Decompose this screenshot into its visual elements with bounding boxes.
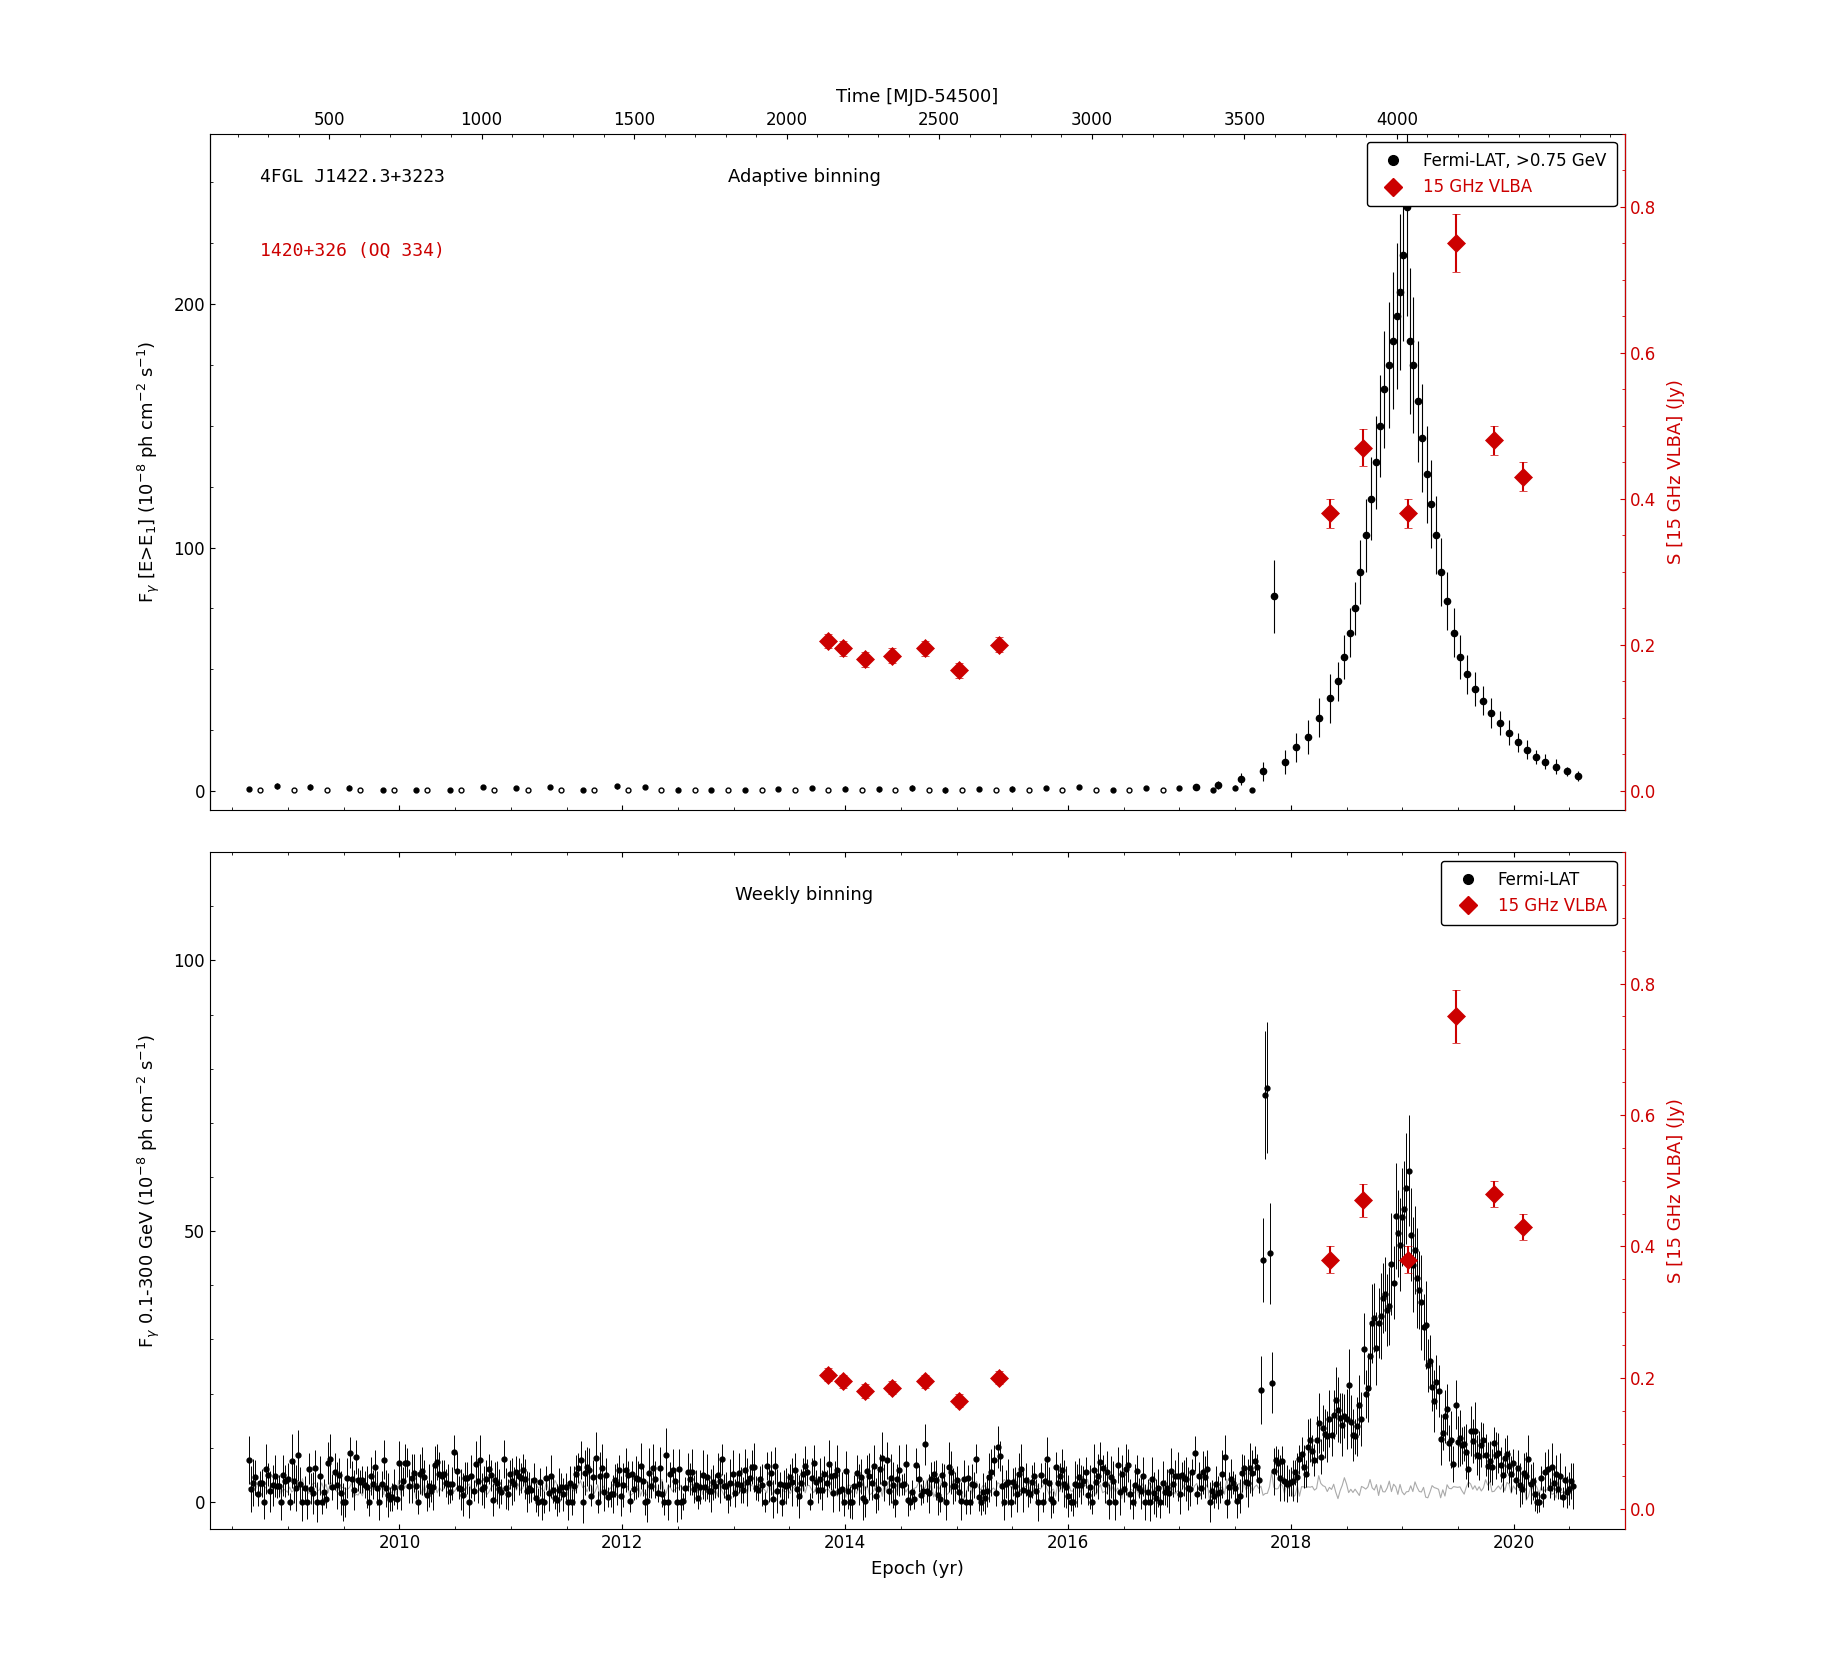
Legend: Fermi-LAT, >0.75 GeV, 15 GHz VLBA: Fermi-LAT, >0.75 GeV, 15 GHz VLBA [1368,142,1616,206]
X-axis label: Epoch (yr): Epoch (yr) [871,1561,964,1577]
Text: 4FGL J1422.3+3223: 4FGL J1422.3+3223 [259,167,444,185]
Text: 1420+326 (OQ 334): 1420+326 (OQ 334) [259,242,444,261]
Legend: Fermi-LAT, 15 GHz VLBA: Fermi-LAT, 15 GHz VLBA [1441,861,1616,924]
Y-axis label: F$_\gamma$ [E>E$_1$] (10$^{-8}$ ph cm$^{-2}$ s$^{-1}$): F$_\gamma$ [E>E$_1$] (10$^{-8}$ ph cm$^{… [137,341,163,603]
Y-axis label: S [15 GHz VLBA] (Jy): S [15 GHz VLBA] (Jy) [1667,379,1685,565]
Y-axis label: F$_\gamma$ 0.1-300 GeV (10$^{-8}$ ph cm$^{-2}$ s$^{-1}$): F$_\gamma$ 0.1-300 GeV (10$^{-8}$ ph cm$… [137,1033,163,1348]
Text: Weekly binning: Weekly binning [736,886,873,904]
Y-axis label: S [15 GHz VLBA] (Jy): S [15 GHz VLBA] (Jy) [1667,1098,1685,1283]
X-axis label: Time [MJD-54500]: Time [MJD-54500] [836,89,999,107]
Text: Adaptive binning: Adaptive binning [729,167,880,185]
